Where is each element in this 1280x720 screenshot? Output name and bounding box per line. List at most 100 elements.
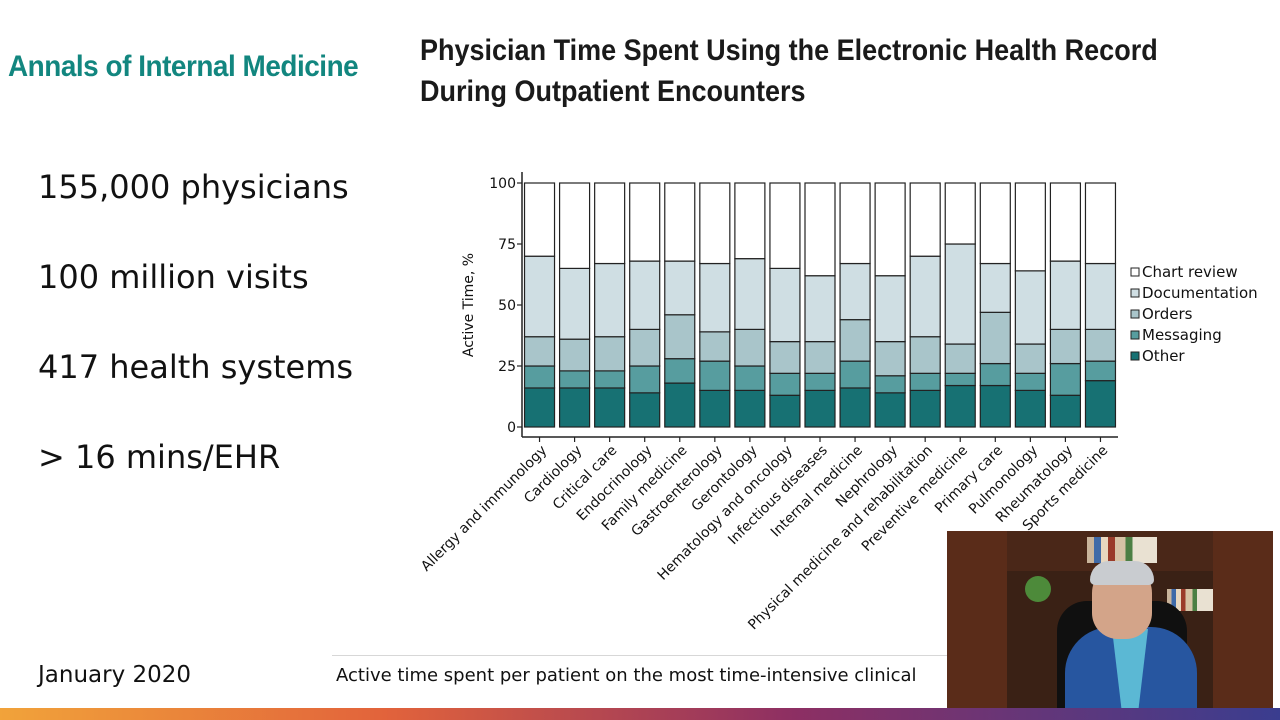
bar-orders: [909, 336, 941, 374]
bar-messaging: [699, 360, 731, 391]
bar-other: [1084, 380, 1117, 428]
bar-chart-review: [839, 182, 871, 265]
bar-other: [1014, 389, 1046, 428]
bar-messaging: [769, 372, 801, 396]
bar-chart-review: [909, 182, 941, 257]
bar-chart-review: [874, 182, 906, 277]
bar-chart-review: [699, 182, 731, 265]
bar-other: [839, 387, 871, 428]
bar-other: [594, 387, 626, 428]
bar-other: [629, 392, 661, 428]
stat-visits: 100 million visits: [38, 258, 309, 296]
bar-orders: [629, 328, 661, 367]
bar-chart-review: [1084, 182, 1117, 265]
bar-other: [664, 382, 696, 428]
bar-messaging: [804, 372, 836, 392]
date-label: January 2020: [38, 662, 192, 688]
bar-other: [699, 389, 731, 428]
bar-other: [944, 384, 976, 428]
bar-chart-review: [734, 182, 766, 260]
bar-other: [734, 389, 766, 428]
bar-messaging: [944, 372, 976, 387]
bar-chart-review: [1049, 182, 1082, 262]
bar-chart-review: [664, 182, 696, 262]
presenter-video: [947, 531, 1273, 720]
bar-documentation: [629, 260, 661, 330]
bar-other: [1049, 394, 1082, 428]
legend-label: Documentation: [1142, 284, 1258, 302]
bar-messaging: [909, 372, 941, 392]
decorative-gradient-bar: [0, 708, 1280, 720]
bar-documentation: [1084, 262, 1117, 330]
y-tick-label: 100: [489, 176, 516, 192]
bar-documentation: [734, 258, 766, 331]
bar-messaging: [1084, 360, 1117, 382]
bar-documentation: [594, 262, 626, 338]
bar-other: [523, 387, 556, 428]
bar-documentation: [909, 255, 941, 338]
bar-chart-review: [804, 182, 836, 277]
bar-orders: [1084, 328, 1117, 362]
bar-other: [909, 389, 941, 428]
bar-documentation: [1049, 260, 1082, 330]
bar-messaging: [1049, 362, 1082, 396]
bar-orders: [804, 341, 836, 374]
legend-swatch: [1130, 309, 1140, 319]
legend-swatch: [1130, 288, 1140, 298]
legend-label: Messaging: [1142, 326, 1222, 344]
bar-chart-review: [769, 182, 801, 270]
bar-orders: [558, 338, 591, 372]
bar-orders: [699, 331, 731, 362]
legend-label: Orders: [1142, 305, 1193, 323]
bar-messaging: [664, 358, 696, 384]
bar-messaging: [523, 365, 556, 389]
bar-documentation: [944, 243, 976, 345]
bar-chart-review: [558, 182, 591, 270]
bar-documentation: [769, 267, 801, 343]
bar-documentation: [839, 262, 871, 321]
bar-orders: [839, 319, 871, 362]
bar-other: [558, 387, 591, 428]
bar-orders: [734, 328, 766, 367]
books-lower: [1167, 589, 1213, 611]
bar-messaging: [734, 365, 766, 391]
bar-chart-review: [629, 182, 661, 262]
stats-list: 155,000 physicians 100 million visits 41…: [38, 165, 353, 525]
stat-physicians: 155,000 physicians: [38, 168, 349, 206]
y-tick-label: 0: [507, 420, 516, 436]
x-tick-label: Allergy and immunology: [418, 443, 550, 575]
bar-messaging: [558, 370, 591, 389]
bar-orders: [1049, 328, 1082, 365]
bar-messaging: [874, 375, 906, 394]
bar-orders: [769, 341, 801, 374]
bar-messaging: [1014, 372, 1046, 392]
stat-health-systems: 417 health systems: [38, 348, 354, 386]
y-tick-label: 75: [498, 237, 516, 253]
bar-other: [874, 392, 906, 428]
legend-swatch: [1130, 351, 1140, 361]
bar-messaging: [839, 360, 871, 389]
legend-label: Chart review: [1142, 263, 1238, 281]
bar-documentation: [558, 267, 591, 340]
plant: [1025, 576, 1051, 602]
journal-logo: Annals of Internal Medicine: [8, 50, 359, 83]
bar-documentation: [804, 275, 836, 343]
bar-documentation: [699, 262, 731, 333]
bar-other: [804, 389, 836, 428]
bar-messaging: [629, 365, 661, 394]
cabinet-left: [947, 531, 1007, 720]
bar-chart-review: [1014, 182, 1046, 272]
bar-orders: [1014, 343, 1046, 374]
bar-messaging: [979, 362, 1011, 387]
books: [1087, 537, 1157, 563]
bar-documentation: [979, 262, 1011, 313]
bar-orders: [664, 314, 696, 360]
bar-messaging: [594, 370, 626, 389]
bar-chart-review: [944, 182, 976, 245]
bar-documentation: [523, 255, 556, 338]
slide-title: Physician Time Spent Using the Electroni…: [420, 34, 1158, 108]
bar-orders: [594, 336, 626, 372]
bar-orders: [979, 311, 1011, 365]
bar-chart-review: [523, 182, 556, 257]
